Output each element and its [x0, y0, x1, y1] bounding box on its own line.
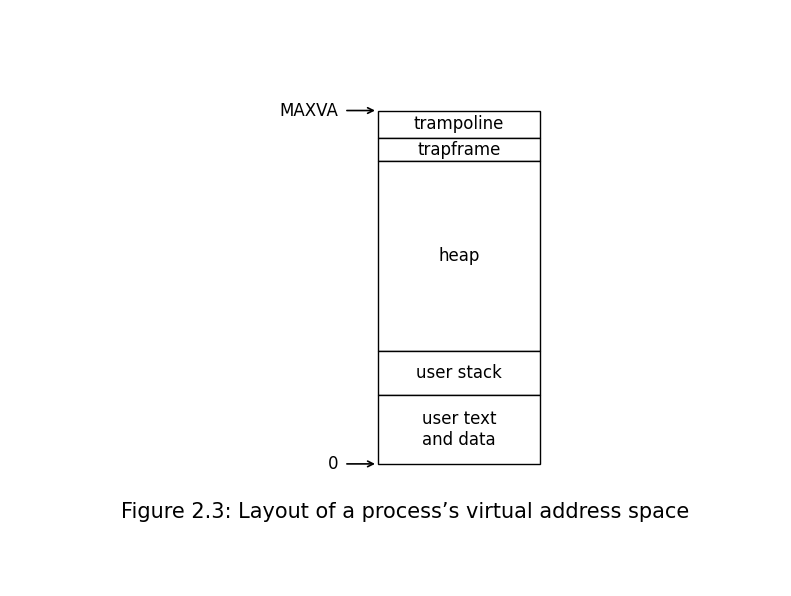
- Text: user text
and data: user text and data: [422, 410, 496, 449]
- Text: Figure 2.3: Layout of a process’s virtual address space: Figure 2.3: Layout of a process’s virtua…: [121, 502, 690, 522]
- Text: trapframe: trapframe: [418, 141, 501, 159]
- Bar: [378, 352, 540, 395]
- Bar: [378, 110, 540, 138]
- Bar: [378, 161, 540, 352]
- Text: heap: heap: [438, 247, 479, 265]
- Bar: [378, 395, 540, 464]
- Text: user stack: user stack: [416, 364, 502, 382]
- Text: 0: 0: [327, 455, 338, 473]
- Text: trampoline: trampoline: [414, 115, 504, 134]
- Text: MAXVA: MAXVA: [279, 101, 338, 120]
- Bar: [378, 138, 540, 161]
